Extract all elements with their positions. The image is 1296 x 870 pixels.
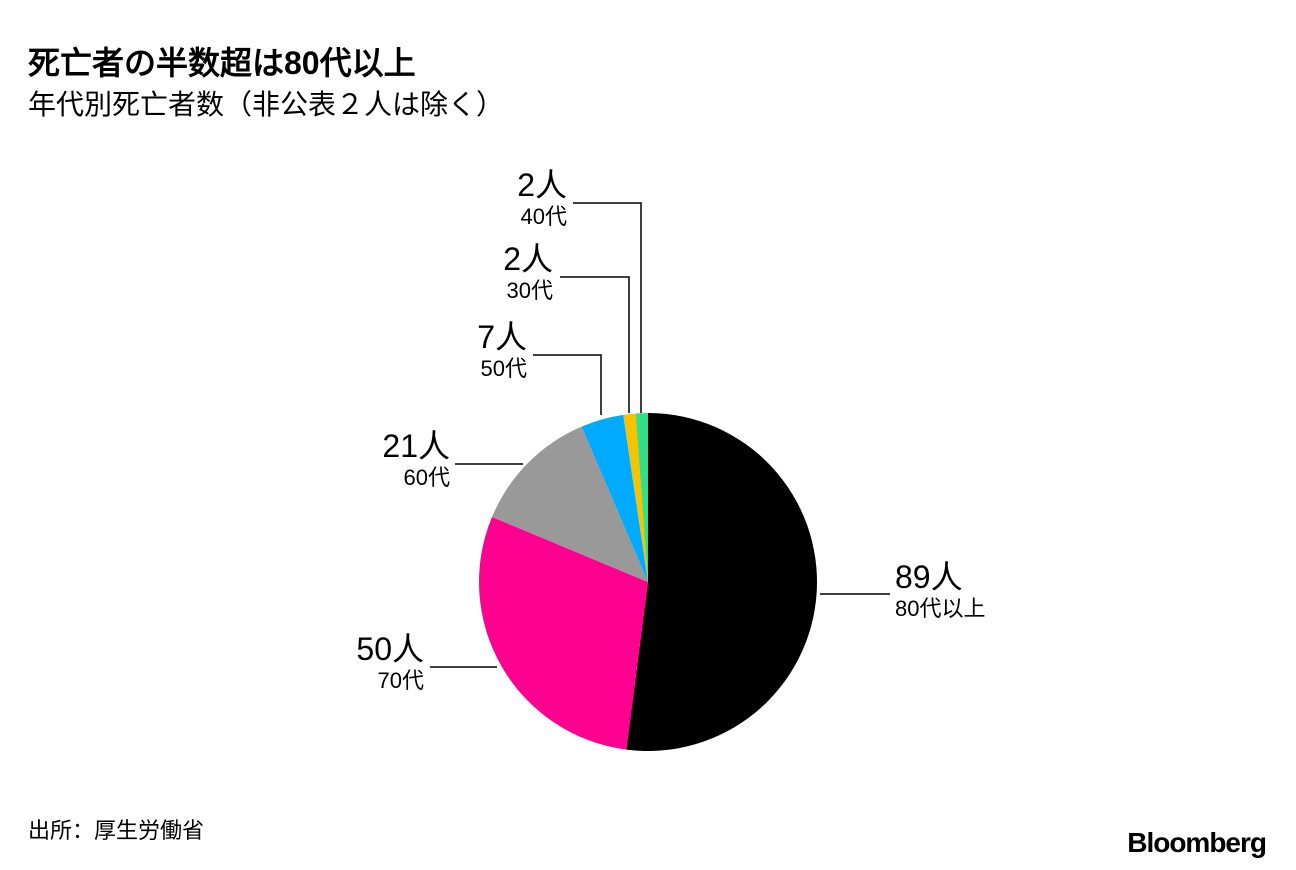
pie-slice [581, 414, 648, 582]
leader-line [573, 202, 642, 413]
logo: Bloomberg [1127, 827, 1266, 858]
pie-slice [623, 413, 648, 582]
chart-title: 死亡者の半数超は80代以上 [28, 45, 416, 81]
pie-slice [635, 413, 648, 582]
value-label: 21人 [382, 428, 450, 464]
pie-slice [626, 413, 818, 751]
category-label: 60代 [404, 465, 450, 490]
value-label: 50人 [356, 631, 424, 667]
chart-subtitle: 年代別死亡者数（非公表２人は除く） [28, 89, 504, 120]
pie-slice [492, 426, 648, 582]
category-label: 80代以上 [895, 596, 985, 621]
category-label: 70代 [378, 668, 424, 693]
value-label: 2人 [517, 167, 567, 203]
category-label: 40代 [521, 204, 567, 229]
category-label: 30代 [507, 278, 553, 303]
value-label: 89人 [895, 559, 963, 595]
category-label: 50代 [481, 356, 527, 381]
leader-line [533, 354, 602, 415]
pie-slice [479, 516, 648, 750]
value-label: 2人 [503, 241, 553, 277]
source: 出所：厚生労働省 [28, 818, 204, 843]
leader-line [560, 276, 630, 413]
value-label: 7人 [477, 319, 527, 355]
